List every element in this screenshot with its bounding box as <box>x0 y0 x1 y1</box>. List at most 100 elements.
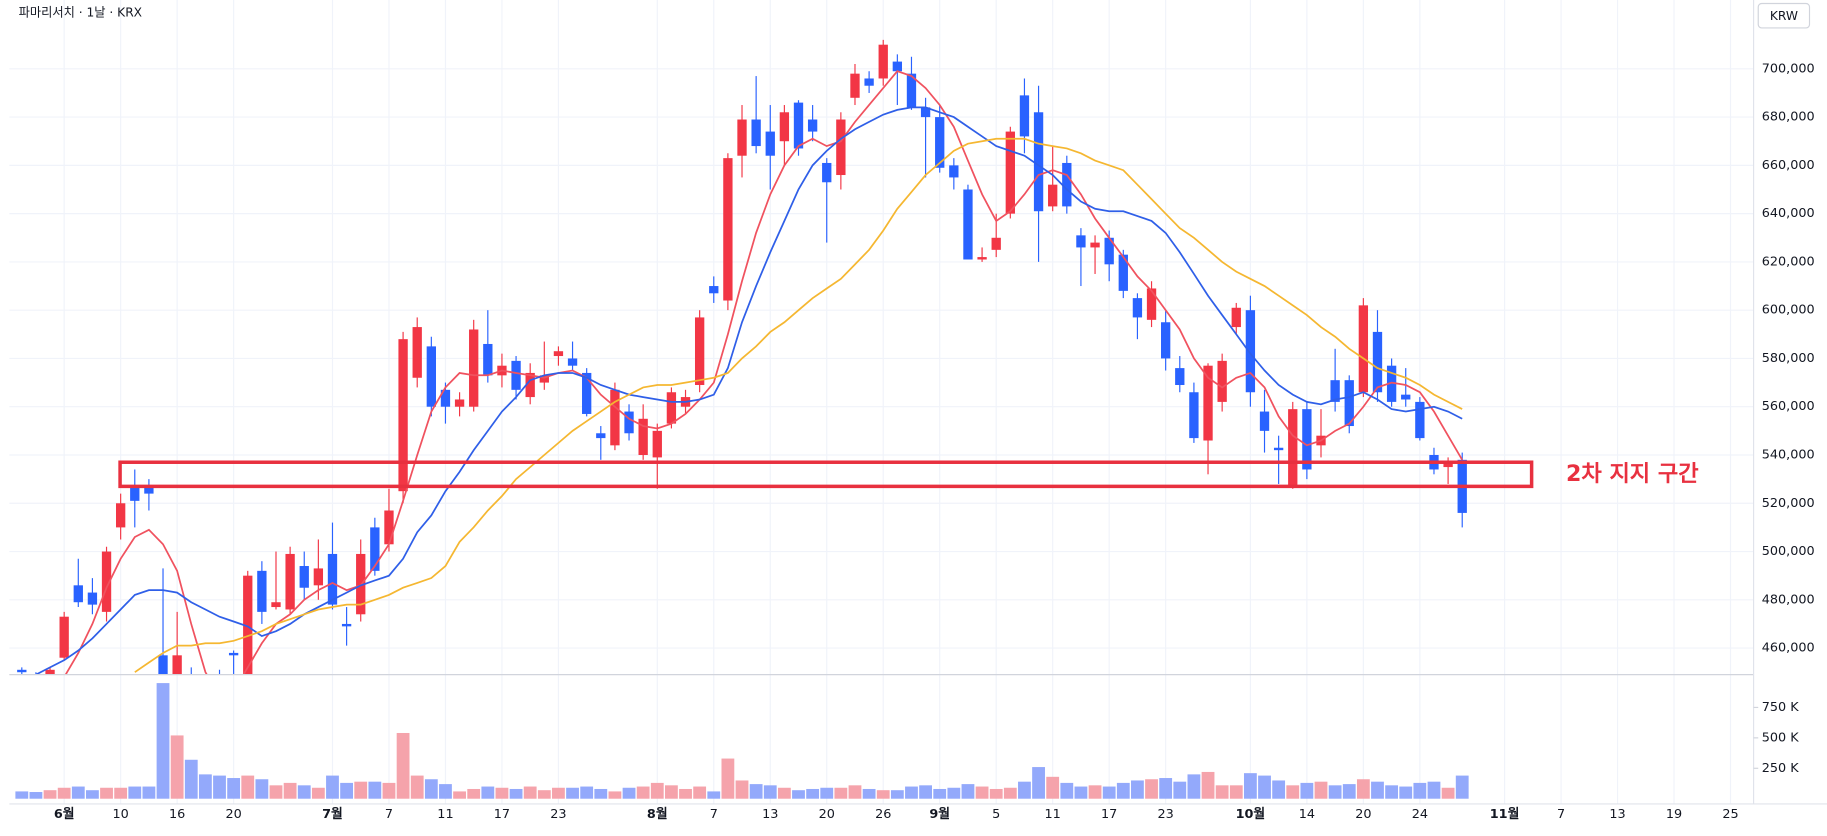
volume-bar <box>905 786 918 799</box>
candle-body <box>412 327 422 378</box>
x-tick-label: 17 <box>1101 807 1117 822</box>
candle-body <box>17 669 27 673</box>
volume-bar <box>1371 781 1384 799</box>
volume-bar <box>834 787 848 799</box>
volume-bar <box>537 790 551 799</box>
candle-body <box>1217 360 1227 402</box>
x-tick-label: 10월 <box>1236 806 1266 822</box>
volume-bar <box>453 791 466 799</box>
volume-bar <box>1342 784 1356 799</box>
candle-body <box>1386 365 1397 402</box>
volume-bar <box>862 788 876 799</box>
volume-bar <box>255 779 269 799</box>
candle-body <box>1273 447 1284 451</box>
volume-bar <box>1187 774 1201 799</box>
annotation-label: 2차 지지 구간 <box>1566 461 1699 487</box>
x-tick-label: 13 <box>1609 807 1625 822</box>
candle-body <box>115 503 126 528</box>
x-tick-label: 11 <box>437 807 453 822</box>
x-tick-label: 20 <box>225 807 241 822</box>
candle-body <box>1132 298 1143 318</box>
volume-bar <box>650 782 664 799</box>
volume-bar <box>1314 781 1328 799</box>
candle-body <box>1415 401 1425 439</box>
volume-bar <box>1356 779 1370 799</box>
volume-bar <box>721 758 735 799</box>
x-tick-label: 26 <box>875 807 891 822</box>
volume-bar <box>1145 779 1158 799</box>
volume-bar <box>1074 786 1088 799</box>
axes: 460,000 480,000 500,000 520,000 540,000 560,0… <box>54 61 1815 822</box>
candle-body <box>596 433 606 439</box>
volume-bar <box>1116 782 1130 799</box>
candle-body <box>1288 409 1298 487</box>
candle-body <box>1330 380 1340 402</box>
volume-bar <box>933 788 947 799</box>
volume-bar <box>1102 786 1116 799</box>
candle-body <box>426 346 436 407</box>
candle-body <box>1104 237 1114 265</box>
candle-body <box>539 375 549 383</box>
x-tick-label: 10 <box>113 807 129 822</box>
volume-bar <box>523 786 537 799</box>
volume-bar <box>1399 786 1413 799</box>
candle-body <box>850 73 860 98</box>
volume-bar <box>227 778 241 799</box>
candle-body <box>59 616 69 658</box>
x-tick-label: 5 <box>992 807 1000 822</box>
volume-bar <box>1229 785 1243 799</box>
volume-bar <box>241 775 255 799</box>
candle-body <box>87 592 98 605</box>
candle-body <box>130 486 140 501</box>
x-tick-label: 20 <box>819 807 835 822</box>
candle-body <box>1372 331 1383 393</box>
candle-body <box>440 389 451 407</box>
volume-bar <box>1046 776 1060 799</box>
volume-bar <box>919 785 933 799</box>
candle-body <box>384 510 394 545</box>
volume-bar <box>1441 787 1455 799</box>
x-tick-label: 6월 <box>54 806 75 822</box>
candle-body <box>822 162 832 183</box>
volume-bar <box>170 735 184 799</box>
x-tick-label: 7월 <box>322 806 343 822</box>
moving-average-line <box>64 70 1463 675</box>
candle-body <box>1401 394 1411 400</box>
volume-bar <box>495 787 509 799</box>
volume-bar <box>1201 771 1215 799</box>
chart-title: 파마리서치 · 1날 · KRX <box>19 5 142 19</box>
volume-bar <box>1018 781 1031 799</box>
volume-bar <box>1455 775 1469 799</box>
candle-body <box>553 351 564 357</box>
currency-label[interactable]: KRW <box>1770 9 1798 23</box>
candle-body <box>624 411 634 434</box>
candle-body <box>694 317 705 386</box>
x-tick-label: 19 <box>1666 807 1682 822</box>
volume-bar <box>566 787 579 799</box>
volume-bar <box>184 759 198 799</box>
volume-bar <box>552 787 565 799</box>
volume-bar <box>890 790 904 799</box>
volume-bar <box>396 732 410 799</box>
candle-body <box>638 418 648 455</box>
volume-bar <box>1215 785 1229 799</box>
volume-bar <box>43 790 57 799</box>
candle-body <box>1259 411 1270 431</box>
candle-body <box>737 119 747 156</box>
candle-body <box>723 158 733 301</box>
volume-bar <box>15 791 29 799</box>
candle-body <box>1203 365 1213 441</box>
candle-body <box>341 623 352 627</box>
candle-body <box>1443 462 1453 468</box>
candle-body <box>652 430 662 458</box>
y-tick-label: 500,000 <box>1762 544 1815 559</box>
x-tick-label: 11 <box>1045 807 1061 822</box>
candle-body <box>370 527 380 571</box>
candle-body <box>398 339 408 492</box>
candle-body <box>1048 184 1058 207</box>
currency-button[interactable] <box>1757 2 1811 29</box>
y-tick-label: 600,000 <box>1762 303 1815 318</box>
x-tick-label: 14 <box>1299 807 1315 822</box>
